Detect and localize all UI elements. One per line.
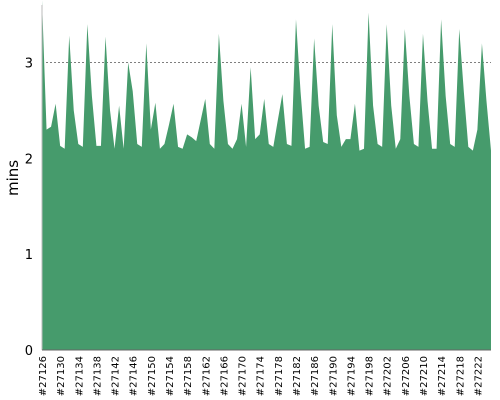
x-tick-label: #27130 (56, 356, 67, 396)
x-tick-label: #27162 (201, 356, 212, 396)
y-tick-label: 2 (25, 152, 33, 167)
y-axis-ticks: 0 1 2 3 (25, 57, 33, 360)
x-tick-label: #27214 (437, 356, 448, 396)
x-tick-label: #27222 (473, 356, 484, 396)
x-tick-label: #27186 (310, 356, 321, 396)
x-tick-label: #27210 (419, 356, 430, 396)
x-tick-label: #27150 (147, 356, 158, 396)
x-tick-label: #27170 (238, 356, 249, 396)
x-tick-label: #27146 (129, 356, 140, 396)
x-tick-label: #27174 (256, 356, 267, 396)
x-tick-label: #27218 (455, 356, 466, 396)
y-tick-label: 0 (25, 344, 33, 359)
x-tick-label: #27194 (346, 356, 357, 396)
x-tick-label: #27198 (365, 356, 376, 396)
x-tick-label: #27134 (74, 356, 85, 396)
x-tick-label: #27182 (292, 356, 303, 396)
x-tick-label: #27158 (183, 356, 194, 396)
x-tick-label: #27126 (38, 356, 49, 396)
y-axis-label: mins (4, 160, 22, 196)
y-tick-label: 3 (25, 57, 33, 72)
x-tick-label: #27142 (111, 356, 122, 396)
x-tick-label: #27166 (219, 356, 230, 396)
x-tick-label: #27190 (328, 356, 339, 396)
x-tick-label: #27154 (165, 356, 176, 396)
x-tick-label: #27206 (401, 356, 412, 396)
x-tick-label: #27178 (274, 356, 285, 396)
x-tick-label: #27138 (92, 356, 103, 396)
y-tick-label: 1 (25, 248, 33, 263)
x-axis-ticks: #27126 #27130 #27134 #27138 #27142 #27146 #271… (38, 356, 484, 396)
x-tick-label: #27202 (383, 356, 394, 396)
mins-area (42, 0, 491, 351)
